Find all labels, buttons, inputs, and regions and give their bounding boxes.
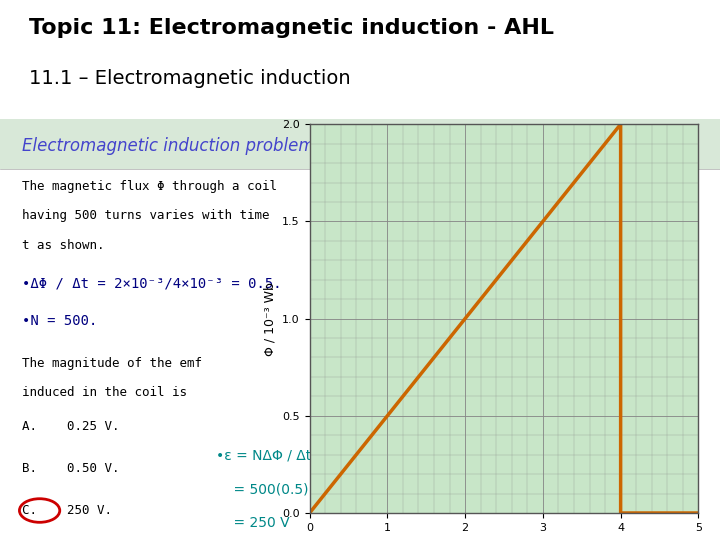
Text: having 500 turns varies with time: having 500 turns varies with time (22, 209, 269, 222)
Text: •ε = NΔΦ / Δt: •ε = NΔΦ / Δt (216, 449, 311, 463)
Text: = 500(0.5): = 500(0.5) (216, 482, 308, 496)
Text: t as shown.: t as shown. (22, 239, 104, 252)
Text: The magnetic flux Φ through a coil: The magnetic flux Φ through a coil (22, 180, 276, 193)
Text: C.    250 V.: C. 250 V. (22, 504, 112, 517)
Y-axis label: Φ / 10⁻³ Wb: Φ / 10⁻³ Wb (264, 282, 276, 355)
X-axis label: t / 10⁻³s: t / 10⁻³s (478, 538, 530, 540)
Text: A.    0.25 V.: A. 0.25 V. (22, 420, 119, 433)
Text: induced in the coil is: induced in the coil is (22, 386, 186, 399)
Text: Electromagnetic induction problems: Electromagnetic induction problems (22, 137, 323, 155)
Text: B.    0.50 V.: B. 0.50 V. (22, 462, 119, 475)
Text: •N = 500.: •N = 500. (22, 314, 97, 328)
Text: 11.1 – Electromagnetic induction: 11.1 – Electromagnetic induction (29, 69, 351, 88)
FancyBboxPatch shape (0, 119, 720, 170)
Text: Topic 11: Electromagnetic induction - AHL: Topic 11: Electromagnetic induction - AH… (29, 18, 554, 38)
Text: = 250 V: = 250 V (216, 516, 289, 530)
Text: •ΔΦ / Δt = 2×10⁻³/4×10⁻³ = 0.5.: •ΔΦ / Δt = 2×10⁻³/4×10⁻³ = 0.5. (22, 276, 282, 290)
Text: The magnitude of the emf: The magnitude of the emf (22, 356, 202, 369)
